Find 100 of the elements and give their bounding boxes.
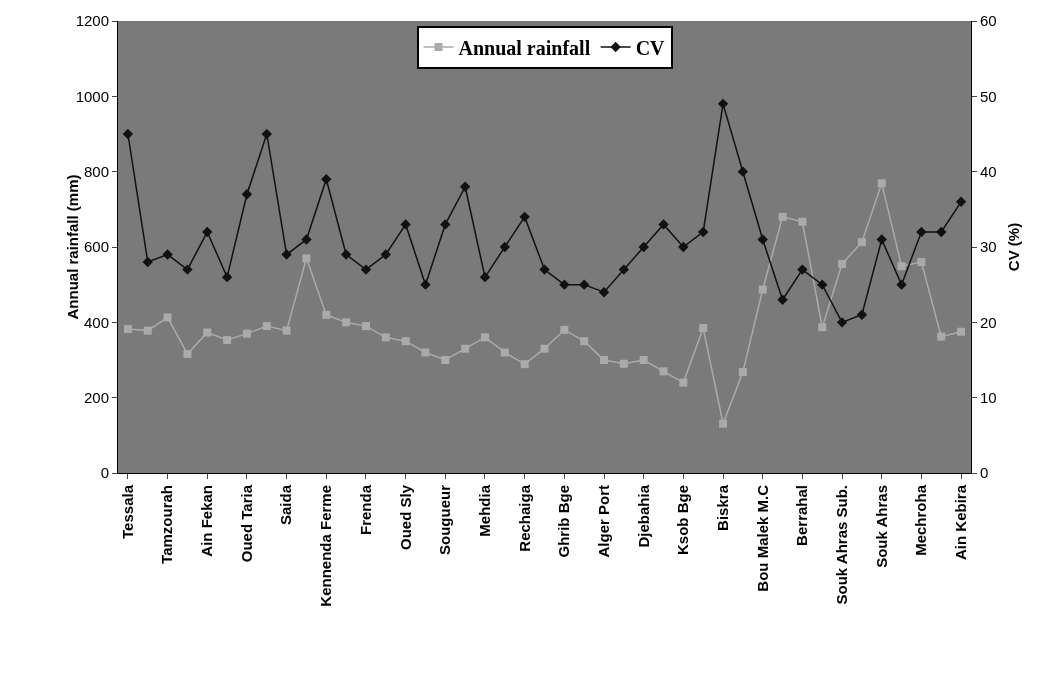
- point: [955, 196, 967, 207]
- point: [936, 226, 947, 238]
- point: [719, 419, 728, 428]
- point: [340, 249, 352, 260]
- point: [163, 313, 172, 322]
- point: [600, 356, 609, 364]
- point: [321, 174, 332, 185]
- point: [560, 325, 569, 334]
- point: [838, 259, 847, 268]
- point: [401, 337, 410, 346]
- x-tick-label: Biskra: [713, 484, 731, 531]
- point: [758, 285, 767, 294]
- point: [142, 256, 153, 268]
- point: [261, 128, 272, 140]
- point: [856, 309, 868, 320]
- point: [738, 368, 747, 377]
- point: [202, 226, 213, 238]
- x-tick-label: Alger Port: [594, 485, 612, 558]
- point: [182, 264, 193, 275]
- point: [480, 333, 489, 342]
- point: [123, 325, 132, 334]
- x-tick-label: Mehdia: [475, 484, 493, 537]
- point: [737, 166, 749, 177]
- point: [698, 226, 709, 238]
- point: [441, 356, 450, 364]
- point: [162, 249, 173, 260]
- point: [638, 241, 649, 253]
- point: [797, 264, 808, 275]
- point: [461, 344, 470, 353]
- point: [440, 219, 451, 230]
- point: [322, 310, 331, 319]
- y2-tick-label: 50: [980, 87, 997, 105]
- point: [917, 258, 926, 267]
- x-tick-label: Kennenda Ferme: [317, 485, 335, 607]
- point: [619, 359, 628, 368]
- x-tick-label: Tamzourah: [158, 485, 176, 564]
- y-tick-label: 1000: [75, 87, 109, 105]
- point: [778, 212, 787, 221]
- point: [539, 264, 550, 275]
- point: [282, 326, 291, 335]
- x-tick-label: Ain Fekan: [198, 485, 216, 557]
- point: [896, 279, 907, 290]
- legend-label: CV: [635, 36, 666, 59]
- point: [519, 211, 530, 223]
- point: [342, 318, 351, 327]
- point: [916, 226, 927, 238]
- x-tick-label: Souk Ahras Sub.: [832, 485, 850, 605]
- y-tick-label: 600: [83, 238, 109, 256]
- point: [301, 234, 312, 245]
- point: [479, 271, 491, 283]
- x-tick-label: Ain Kebira: [951, 484, 969, 561]
- y2-tick-label: 0: [980, 464, 989, 482]
- point: [122, 128, 134, 140]
- x-tick-label: Mechroha: [912, 484, 930, 556]
- y-tick-label: 200: [83, 388, 109, 406]
- point: [658, 219, 669, 230]
- point: [877, 179, 886, 188]
- y2-tick-label: 30: [980, 238, 997, 256]
- point: [203, 328, 212, 337]
- point: [381, 333, 390, 342]
- point: [183, 349, 192, 358]
- point: [857, 238, 866, 247]
- point: [540, 344, 549, 353]
- x-tick-label: Tessala: [118, 484, 136, 539]
- point: [223, 336, 232, 345]
- x-tick-label: Oued Taria: [237, 484, 255, 563]
- x-tick-label: Souk Ahras: [872, 485, 890, 568]
- legend-label: Annual rainfall: [458, 36, 591, 59]
- point: [262, 322, 271, 331]
- y2-tick-label: 40: [980, 162, 997, 180]
- y2-axis-title: CV (%): [1004, 222, 1022, 272]
- x-tick-label: Ghrib Bge: [555, 485, 573, 558]
- x-tick-label: Bou Malek M.C: [753, 484, 771, 592]
- x-tick-label: Berrahal: [793, 485, 811, 546]
- point: [578, 279, 590, 290]
- point: [679, 378, 688, 387]
- point: [598, 287, 610, 298]
- point: [937, 332, 946, 341]
- point: [421, 348, 430, 357]
- y2-tick-label: 60: [980, 12, 997, 30]
- point: [798, 217, 807, 226]
- point: [618, 264, 630, 275]
- x-tick-label: Djebahia: [634, 484, 652, 548]
- point: [499, 241, 511, 253]
- y-axis-title: Annual rainfall (mm): [64, 174, 81, 320]
- x-tick-label: Oued Sly: [396, 484, 414, 551]
- point: [757, 234, 768, 245]
- point: [639, 356, 648, 364]
- y-tick-label: 0: [100, 464, 109, 482]
- point: [897, 262, 906, 271]
- point: [836, 317, 848, 328]
- point: [699, 323, 708, 332]
- point: [420, 279, 431, 290]
- y-tick-label: 400: [83, 313, 109, 331]
- point: [817, 279, 828, 290]
- point: [957, 327, 966, 336]
- point: [302, 254, 311, 263]
- point: [500, 348, 509, 357]
- point: [818, 323, 827, 332]
- point: [400, 219, 411, 230]
